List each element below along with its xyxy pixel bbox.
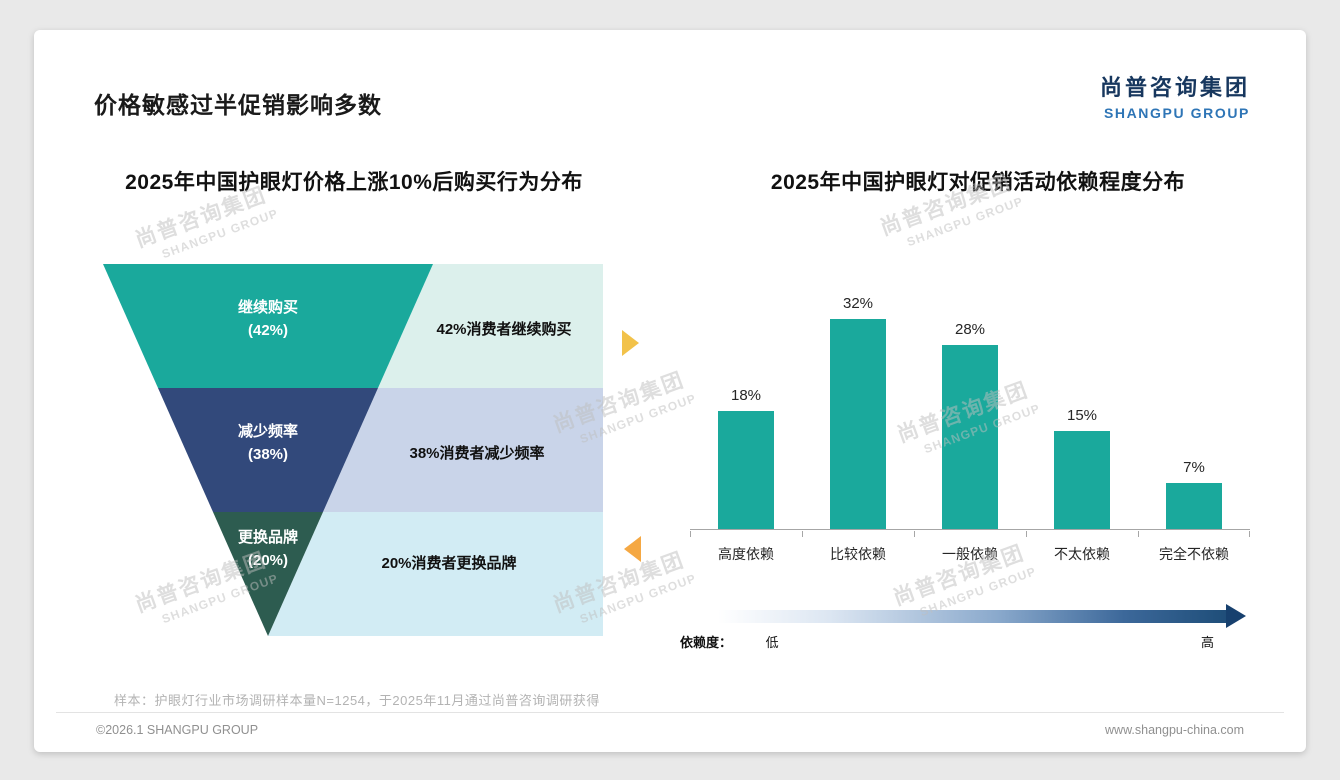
axis-tick <box>1249 531 1250 537</box>
bar-column: 28% <box>914 288 1026 529</box>
page-title: 价格敏感过半促销影响多数 <box>94 92 382 118</box>
right-arrow-icon <box>622 330 639 356</box>
bar <box>1054 431 1110 529</box>
bar <box>1166 483 1222 529</box>
bar-value-label: 18% <box>730 387 762 404</box>
bar-category-label: 比较依赖 <box>830 546 886 562</box>
bar-column: 7% <box>1138 288 1250 529</box>
bar-value-label: 28% <box>954 321 986 338</box>
bar-value-label: 15% <box>1066 407 1098 424</box>
bar-column: 18% <box>690 288 802 529</box>
dependency-legend: 依赖度： 低 高 <box>680 632 1244 651</box>
legend-left-group: 依赖度： 低 <box>680 632 779 651</box>
bar-chart-title: 2025年中国护眼灯对促销活动依赖程度分布 <box>770 171 1186 194</box>
bar-category-label: 高度依赖 <box>718 546 774 562</box>
header: 价格敏感过半促销影响多数 尚普咨询集团 SHANGPU GROUP <box>94 70 1250 121</box>
bar-column: 32% <box>802 288 914 529</box>
legend-high: 高 <box>1200 635 1214 650</box>
axis-tick <box>802 531 803 537</box>
funnel-segment <box>213 512 323 636</box>
bar-category-label: 一般依赖 <box>942 546 998 562</box>
footer-copyright: ©2026.1 SHANGPU GROUP <box>96 723 259 737</box>
funnel-annotation-text: 38%消费者减少频率 <box>409 445 545 462</box>
axis-tick <box>1026 531 1027 537</box>
bar <box>942 345 998 529</box>
bar-value-label: 7% <box>1183 459 1205 476</box>
footer: ©2026.1 SHANGPU GROUP www.shangpu-china.… <box>56 712 1284 737</box>
footer-website: www.shangpu-china.com <box>1105 723 1244 737</box>
funnel-annotation-area <box>378 264 603 388</box>
axis-tick <box>1138 531 1139 537</box>
funnel-svg <box>103 264 603 636</box>
funnel-segment-label: 继续购买 (42%) <box>237 299 298 340</box>
bar-category-label: 不太依赖 <box>1054 546 1110 562</box>
bar-column: 15% <box>1026 288 1138 529</box>
funnel-segment <box>158 388 378 512</box>
funnel-segment-label: 减少频率 (38%) <box>237 423 298 464</box>
axis-tick <box>690 531 691 537</box>
funnel-chart-title: 2025年中国护眼灯价格上涨10%后购买行为分布 <box>125 171 583 194</box>
funnel-annotation-area <box>323 388 603 512</box>
funnel-annotation-text: 42%消费者继续购买 <box>436 321 572 338</box>
gradient-arrowhead-icon <box>1226 604 1246 628</box>
logo-english-text: SHANGPU GROUP <box>1103 105 1250 121</box>
gradient-bar <box>718 609 1226 623</box>
bar-axis-ticks <box>690 531 1250 537</box>
funnel-annotation-area <box>268 512 603 636</box>
funnel-chart: 继续购买 (42%) 减少频率 (38%) 更换品牌 (20%) 42%消费者继续购买 38%… <box>103 264 641 636</box>
legend-label: 依赖度： <box>680 635 733 650</box>
logo-chinese-text: 尚普咨询集团 <box>1099 75 1250 100</box>
funnel-segment <box>103 264 433 388</box>
company-logo: 尚普咨询集团 SHANGPU GROUP <box>1100 70 1250 121</box>
left-arrow-icon <box>624 536 641 562</box>
bar-chart: 18% 32% 28% 15% 7% <box>690 288 1250 530</box>
sample-footnote: 样本：护眼灯行业市场调研样本量N=1254，于2025年11月通过尚普咨询调研获… <box>114 693 600 708</box>
bar-category-labels: 高度依赖 比较依赖 一般依赖 不太依赖 完全不依赖 <box>690 544 1250 564</box>
axis-tick <box>914 531 915 537</box>
bar-category-label: 完全不依赖 <box>1159 546 1229 562</box>
slide-card: 价格敏感过半促销影响多数 尚普咨询集团 SHANGPU GROUP 2025年中… <box>34 30 1306 752</box>
funnel-annotation-text: 20%消费者更换品牌 <box>381 555 517 572</box>
dependency-gradient-arrow <box>718 604 1258 628</box>
legend-low: 低 <box>765 635 779 650</box>
bar-value-label: 32% <box>842 295 874 312</box>
funnel-segment-label: 更换品牌 (20%) <box>237 529 298 570</box>
bar <box>830 319 886 529</box>
bar <box>718 411 774 529</box>
